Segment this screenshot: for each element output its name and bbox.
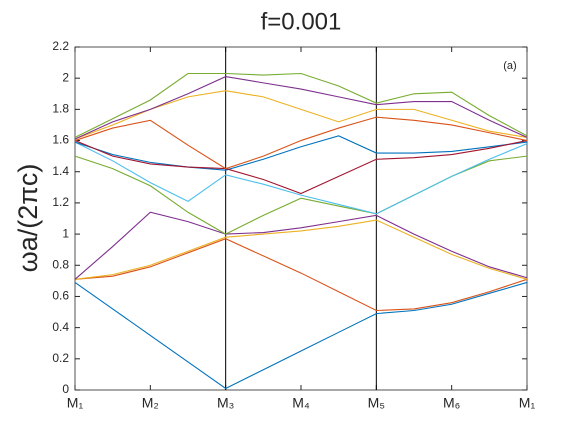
annotation: (a): [503, 60, 516, 72]
y-tick-label: 1.4: [52, 164, 69, 178]
band-line: [74, 90, 528, 140]
band-line: [74, 238, 528, 312]
y-tick-label: 0.2: [52, 351, 69, 365]
band-line: [74, 76, 528, 140]
y-tick-label: 1.8: [52, 102, 69, 116]
x-tick-label: M₆: [443, 395, 460, 411]
band-line: [74, 72, 528, 138]
y-tick-label: 0.4: [52, 320, 69, 334]
x-tick-label: M₁: [519, 395, 536, 411]
y-tick-label: 1.2: [52, 195, 69, 209]
band-line: [74, 141, 528, 215]
y-tick-label: 1.6: [52, 133, 69, 147]
x-tick-label: M₃: [217, 395, 234, 411]
band-line: [74, 281, 528, 390]
band-line: [74, 211, 528, 280]
y-tick-label: 0.6: [52, 289, 69, 303]
x-tick-label: M₄: [292, 395, 310, 411]
y-tick-label: 1: [62, 226, 69, 240]
chart-title: f=0.001: [261, 8, 342, 35]
y-tick-label: 2.2: [52, 39, 69, 53]
x-tick-label: M₂: [142, 395, 159, 411]
x-tick-label: M₅: [368, 395, 385, 411]
band-line: [74, 219, 528, 280]
band-line: [74, 116, 528, 170]
y-axis-label: ωa/(2πc): [13, 164, 43, 273]
band-line: [74, 135, 528, 171]
y-tick-label: 0.8: [52, 257, 69, 271]
band-line: [74, 140, 528, 195]
y-tick-label: 2: [62, 70, 69, 84]
x-tick-label: M₁: [67, 395, 84, 411]
y-tick-label: 0: [62, 382, 69, 396]
